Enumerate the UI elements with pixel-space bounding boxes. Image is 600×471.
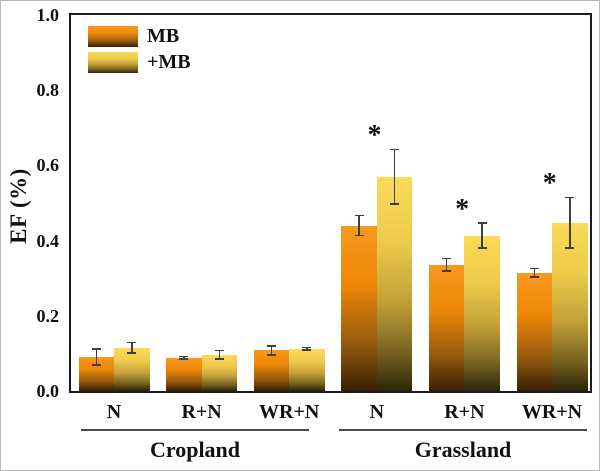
error-bar-cap-top [127,341,137,344]
error-bar-line [306,347,308,351]
error-bar-line [183,356,185,360]
error-bar-line [131,342,133,353]
error-bar-cap-bottom [179,358,189,360]
error-bar-cap-top [565,196,575,199]
error-bar-cap-bottom [214,358,224,360]
x-category-label: WR+N [521,401,583,423]
group-underline-cropland [81,429,309,431]
error-bar-cap-top [214,349,224,352]
significance-asterisk: * [367,120,382,152]
x-category-label: N [106,401,122,423]
bar-MB-1 [166,357,202,391]
y-tick-label: 0.2 [36,305,60,326]
error-bar-line [393,149,396,205]
legend-label-pmb: +MB [147,51,191,73]
y-tick-label: 0.0 [36,381,60,401]
error-bar-cap-top [442,257,452,260]
error-bar-cap-bottom [266,354,276,356]
error-bar-line [569,197,571,249]
error-bar-cap-top [91,348,101,350]
y-axis-title: EF (%) [6,168,31,244]
x-category-label: R+N [181,401,222,423]
error-bar-cap-top [390,148,400,151]
error-bar-line [270,345,273,356]
bar-layer: * * * [71,15,590,391]
plot-area: * * * MB +MB [69,13,592,393]
legend-item-mb: MB [88,26,191,47]
x-category-label: WR+N [259,401,320,423]
bar-pMB-3 [376,176,413,391]
error-bar-cap-bottom [390,203,400,205]
legend-item-pmb: +MB [88,52,191,73]
y-tick-label: 0.8 [36,80,60,101]
error-bar-cap-bottom [354,234,364,237]
legend-swatch-mb [88,26,138,47]
error-bar-cap-top [302,346,312,349]
error-bar-cap-bottom [565,247,575,249]
bar-MB-2 [253,350,290,391]
x-category-label: R+N [444,401,485,423]
legend-swatch-pmb [88,52,138,73]
group-label-cropland: Cropland [149,437,241,462]
error-bar-cap-bottom [91,364,101,366]
bar-pMB-4 [464,235,500,391]
y-tick-label: 1.0 [36,5,60,25]
bar-MB-3 [341,225,377,391]
error-bar-line [95,348,97,366]
error-bar-line [481,222,483,249]
error-bar-cap-top [179,355,189,358]
significance-asterisk: * [542,168,557,200]
bar-pMB-0 [114,347,150,391]
error-bar-cap-top [529,267,539,270]
y-tick-label: 0.6 [36,155,60,176]
legend-label-mb: MB [147,25,180,47]
bar-MB-4 [428,264,465,391]
error-bar-cap-bottom [302,349,312,351]
error-bar-cap-top [354,214,364,217]
error-bar-cap-bottom [529,276,539,278]
error-bar-cap-bottom [442,270,452,272]
error-bar-cap-bottom [477,247,487,249]
error-bar-line [445,258,448,272]
error-bar-cap-top [477,222,487,224]
bar-pMB-1 [201,354,238,391]
error-bar-line [533,268,535,278]
error-bar-line [218,350,221,360]
y-tick-label: 0.4 [36,230,60,251]
error-bar-cap-bottom [127,352,137,354]
x-category-label: N [369,401,385,423]
group-label-grassland: Grassland [414,437,512,462]
bar-pMB-5 [552,222,588,391]
error-bar-cap-top [266,345,276,347]
error-bar-line [358,215,360,236]
legend: MB +MB [88,26,191,78]
group-underline-grassland [339,429,587,431]
bar-MB-5 [516,272,552,391]
significance-asterisk: * [455,193,470,225]
bar-pMB-2 [289,348,325,391]
